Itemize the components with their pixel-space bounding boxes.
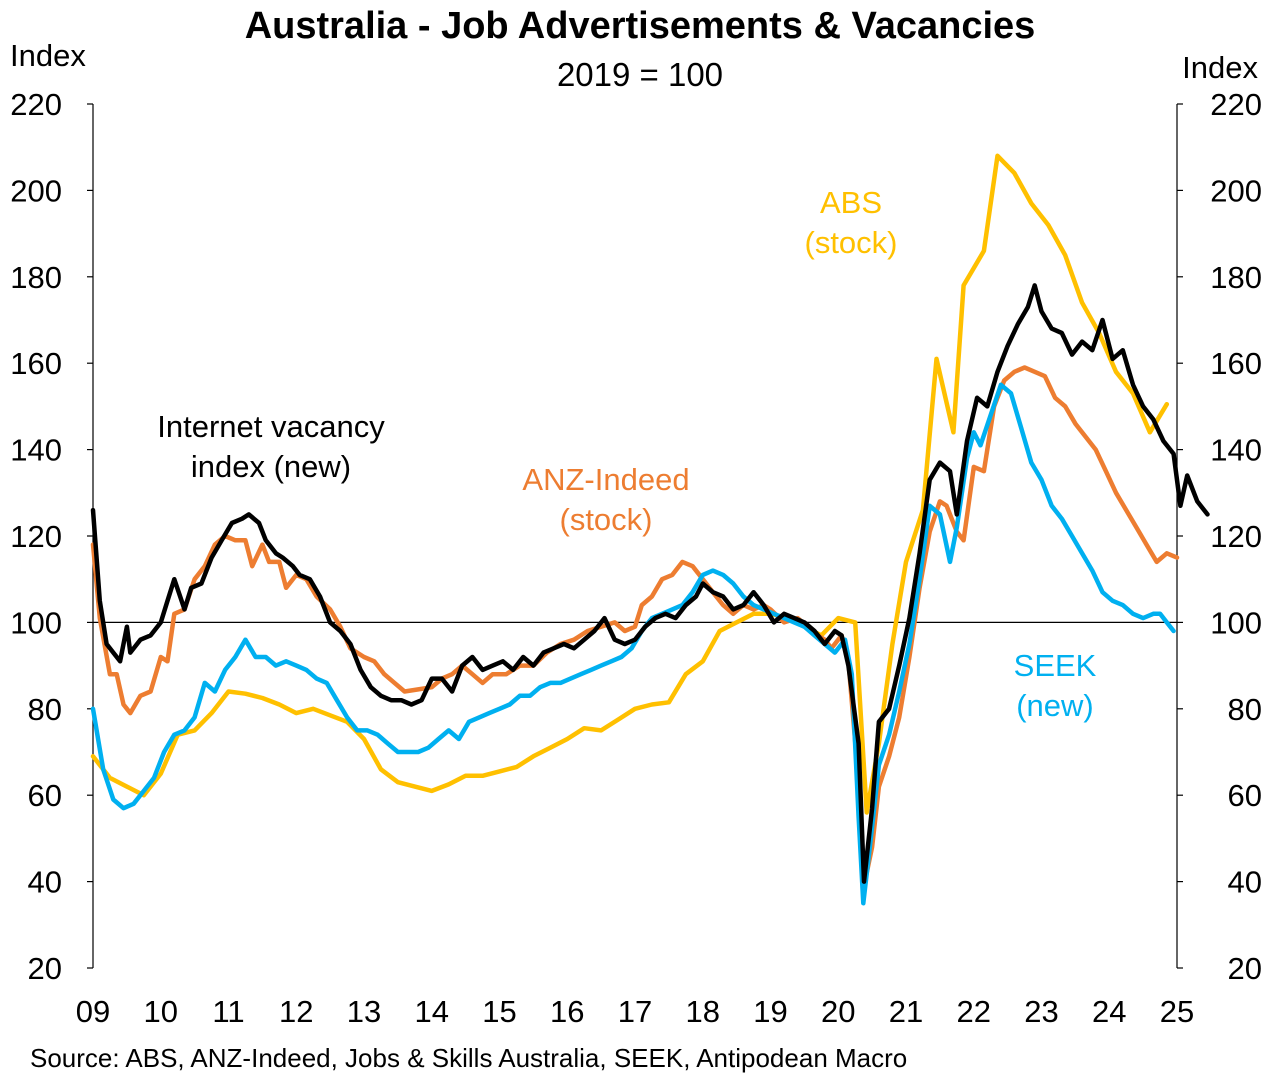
x-tick-label: 14 (415, 994, 449, 1029)
x-tick-label: 12 (279, 994, 313, 1029)
right-tick-label: 100 (1210, 605, 1262, 640)
x-tick-label: 24 (1092, 994, 1126, 1029)
x-tick-label: 23 (1024, 994, 1058, 1029)
right-tick-label: 120 (1210, 519, 1262, 554)
source-note: Source: ABS, ANZ-Indeed, Jobs & Skills A… (30, 1043, 907, 1073)
x-tick-label: 20 (821, 994, 855, 1029)
axes: 220 220 200 200 180 180 160 160 140 140 120 120 100 1… (10, 87, 1262, 1029)
x-tick-label: 15 (482, 994, 516, 1029)
series-annotation: (stock) (560, 502, 653, 537)
right-tick-label: 60 (1228, 778, 1262, 813)
left-tick-label: 80 (28, 692, 62, 727)
left-tick-label: 120 (10, 519, 62, 554)
series-line-ivi (90, 283, 1210, 884)
right-tick-label: 160 (1210, 346, 1262, 381)
chart-title: Australia - Job Advertisements & Vacanci… (245, 5, 1036, 47)
left-tick-label: 140 (10, 433, 62, 468)
left-tick-label: 20 (28, 951, 62, 986)
right-axis-title: Index (1182, 50, 1258, 85)
series-annotation: Internet vacancy (157, 409, 385, 444)
x-tick-label: 25 (1160, 994, 1194, 1029)
right-tick-label: 140 (1210, 433, 1262, 468)
left-tick-label: 180 (10, 260, 62, 295)
left-tick-label: 100 (10, 605, 62, 640)
series-annotation: (new) (1016, 688, 1094, 723)
right-tick-label: 40 (1228, 865, 1262, 900)
right-tick-label: 80 (1228, 692, 1262, 727)
series-annotation: (stock) (805, 225, 898, 260)
right-tick-label: 20 (1228, 951, 1262, 986)
x-tick-label: 16 (550, 994, 584, 1029)
series-annotation: SEEK (1014, 648, 1097, 683)
series-annotation: ABS (820, 185, 882, 220)
left-tick-label: 40 (28, 865, 62, 900)
x-tick-label: 21 (889, 994, 923, 1029)
right-tick-label: 220 (1210, 87, 1262, 122)
chart-subtitle: 2019 = 100 (557, 56, 723, 93)
x-tick-label: 09 (76, 994, 110, 1029)
series-annotation: ANZ-Indeed (522, 462, 689, 497)
left-tick-label: 160 (10, 346, 62, 381)
annotation-layer: Internet vacancy index (new) ANZ-Indeed (st… (157, 185, 1096, 723)
x-tick-label: 10 (144, 994, 178, 1029)
x-tick-label: 13 (347, 994, 381, 1029)
series-annotation: index (new) (191, 449, 351, 484)
x-tick-label: 17 (618, 994, 652, 1029)
x-tick-label: 19 (753, 994, 787, 1029)
left-tick-label: 220 (10, 87, 62, 122)
left-tick-label: 200 (10, 173, 62, 208)
x-tick-label: 22 (957, 994, 991, 1029)
x-tick-label: 18 (686, 994, 720, 1029)
series-line-abs (90, 153, 1170, 815)
left-axis-title: Index (10, 38, 86, 73)
series-layer (90, 153, 1210, 906)
left-tick-label: 60 (28, 778, 62, 813)
x-tick-label: 11 (212, 994, 244, 1029)
right-tick-label: 180 (1210, 260, 1262, 295)
right-tick-label: 200 (1210, 173, 1262, 208)
